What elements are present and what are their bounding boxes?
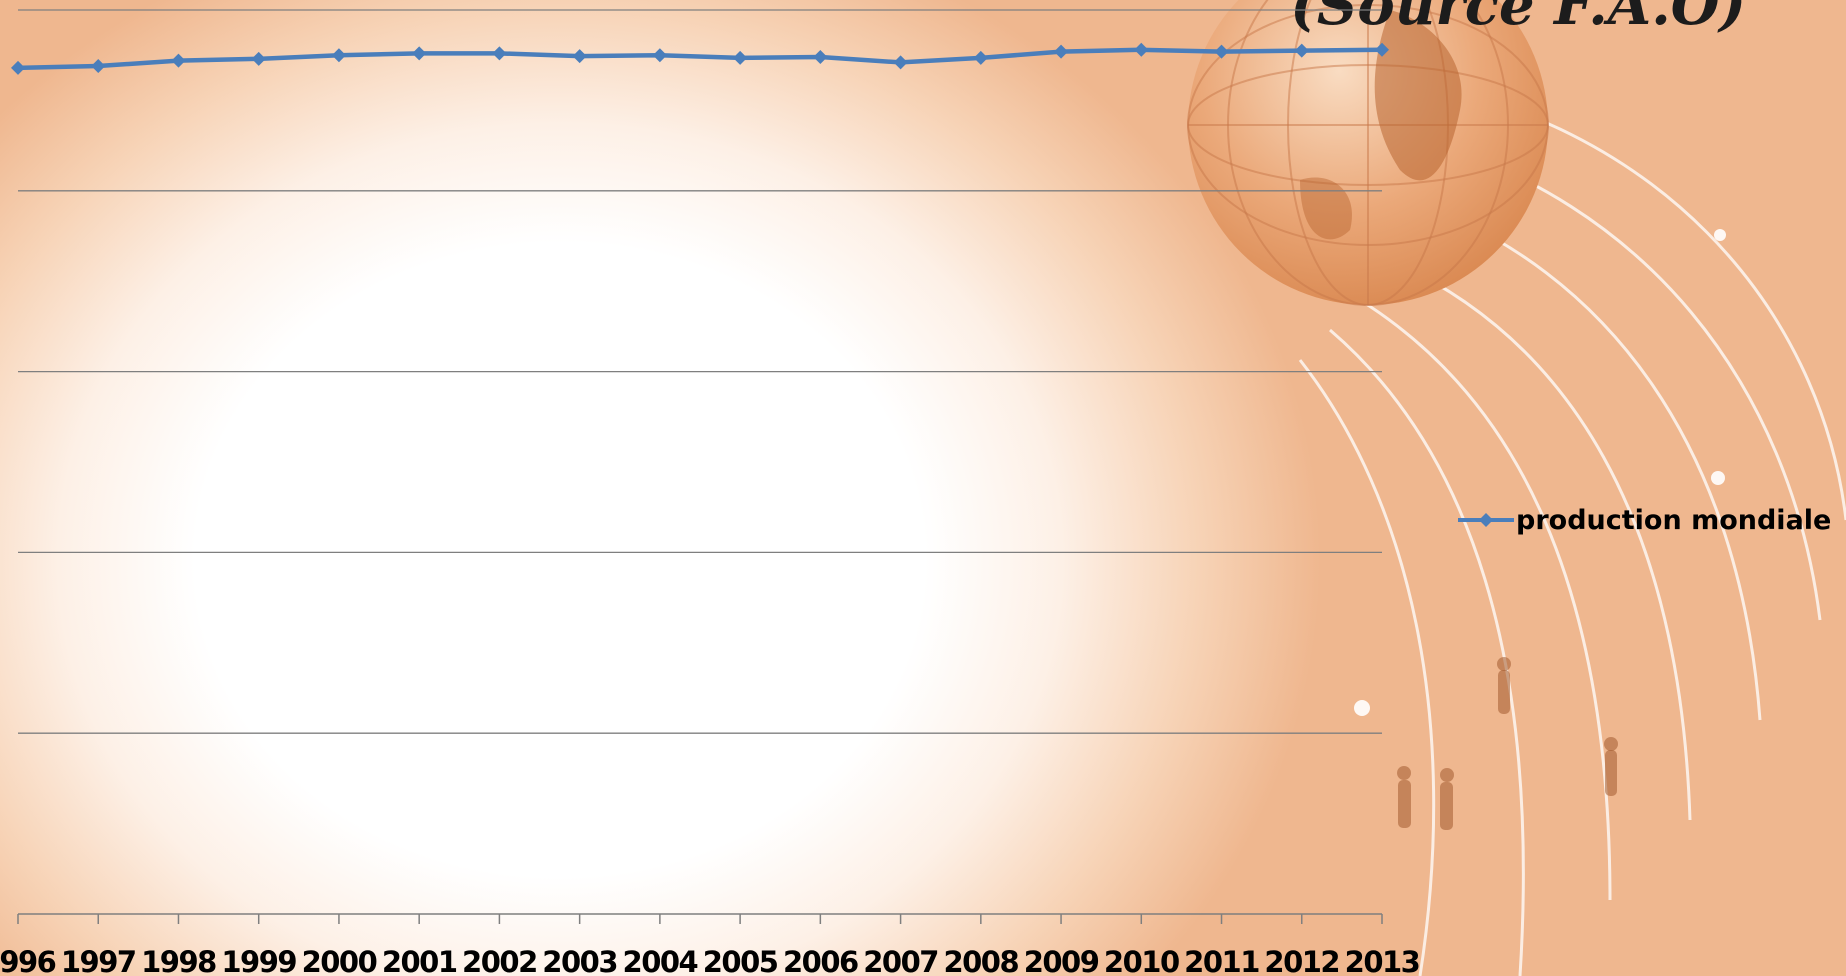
data-point [412,46,427,61]
globe-icon [1187,0,1549,306]
x-tick-label: 2010 [1104,945,1179,976]
x-tick-label: 1999 [221,945,296,976]
x-tick-label: 2002 [462,945,537,976]
data-point [1054,44,1069,59]
data-point [1375,42,1389,57]
data-point [251,51,266,66]
data-point [1134,42,1149,57]
data-point [652,48,667,63]
data-point [91,59,106,74]
x-tick-label: 2009 [1024,945,1099,976]
x-tick-label: 2011 [1184,945,1259,976]
x-tick-label: 2000 [302,945,377,976]
sparkle-icons [1354,229,1726,716]
x-tick-label: 1997 [61,945,136,976]
x-tick-label: 2005 [703,945,778,976]
data-point [572,49,587,64]
data-point [813,50,828,65]
x-tick-label: 1996 [0,945,56,976]
data-point [492,46,507,61]
data-point [1214,44,1229,59]
x-tick-label: 2008 [943,945,1018,976]
legend-marker-icon [1458,513,1514,527]
legend: production mondiale [1458,502,1831,538]
legend-label: production mondiale [1516,504,1832,536]
x-axis [17,913,1383,924]
x-tick-label: 2006 [783,945,858,976]
data-point [1294,43,1309,58]
x-tick-label: 2013 [1345,945,1420,976]
x-tick-label: 2004 [623,945,698,976]
gridlines [18,9,1382,734]
x-tick-label: 2001 [382,945,457,976]
data-point [973,50,988,65]
x-tick-labels: 1996199719981999200020012002200320042005… [0,945,1421,976]
series-line [17,47,1383,71]
x-tick-label: 1998 [141,945,216,976]
series-production-mondiale [11,42,1389,75]
business-people-figures [1397,657,1618,830]
x-tick-label: 2003 [542,945,617,976]
source-title: (Source F.A.O) [1290,0,1746,38]
data-point [733,50,748,65]
data-point [331,48,346,63]
data-point [171,53,186,68]
x-tick-label: 2007 [863,945,938,976]
data-point [893,55,908,70]
x-tick-label: 2012 [1264,945,1339,976]
data-point [11,60,25,75]
